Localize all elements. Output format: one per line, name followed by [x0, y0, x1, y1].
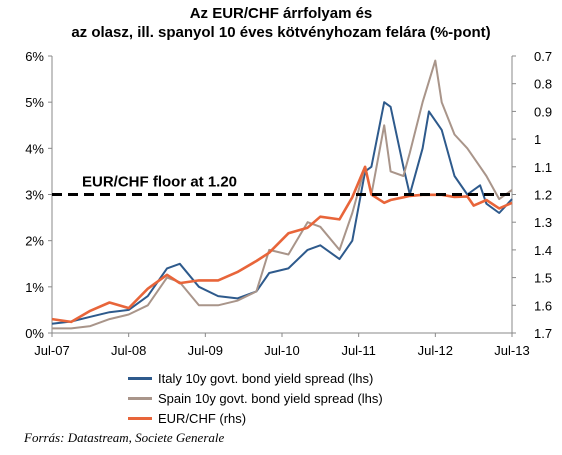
y-right-tick-label: 0.9: [534, 104, 552, 119]
y-left-tick-label: 2%: [25, 234, 44, 249]
y-right-tick-label: 1.2: [534, 188, 552, 203]
y-right-tick-label: 0.8: [534, 77, 552, 92]
floor-annotation-label: EUR/CHF floor at 1.20: [82, 174, 237, 191]
x-tick-label: Jul-08: [111, 343, 146, 358]
source-note: Forrás: Datastream, Societe Generale: [24, 430, 225, 445]
series-line-italy: [51, 101, 513, 325]
x-tick-label: Jul-12: [418, 343, 453, 358]
y-left-tick-label: 6%: [25, 49, 44, 64]
x-tick-label: Jul-10: [264, 343, 299, 358]
y-right-tick-label: 1: [534, 132, 541, 147]
x-tick-label: Jul-09: [188, 343, 223, 358]
legend-label-spain: Spain 10y govt. bond yield spread (lhs): [158, 390, 383, 406]
x-tick-label: Jul-11: [341, 343, 375, 358]
y-right-tick-label: 0.7: [534, 49, 552, 64]
chart-title-line2: az olasz, ill. spanyol 10 éves kötvényho…: [71, 24, 491, 41]
chart-title-line1: Az EUR/CHF árrfolyam és: [189, 5, 373, 22]
x-tick-label: Jul-13: [494, 343, 529, 358]
x-tick-label: Jul-07: [34, 343, 69, 358]
y-right-tick-label: 1.4: [534, 243, 552, 258]
y-right-tick-label: 1.6: [534, 298, 552, 313]
y-left-tick-label: 3%: [25, 188, 44, 203]
series-line-spain: [52, 59, 513, 330]
y-left-tick-label: 0%: [25, 326, 44, 341]
legend-item-eurchf: EUR/CHF (rhs): [128, 408, 383, 428]
legend-label-italy: Italy 10y govt. bond yield spread (lhs): [158, 370, 374, 386]
legend-label-eurchf: EUR/CHF (rhs): [158, 410, 247, 426]
legend-swatch-spain: [128, 396, 152, 400]
chart-legend: Italy 10y govt. bond yield spread (lhs) …: [128, 368, 383, 428]
legend-swatch-eurchf: [128, 416, 152, 420]
legend-item-spain: Spain 10y govt. bond yield spread (lhs): [128, 388, 383, 408]
y-left-tick-label: 5%: [25, 95, 44, 110]
legend-swatch-italy: [128, 376, 152, 380]
y-right-tick-label: 1.5: [534, 271, 552, 286]
y-left-tick-label: 1%: [25, 280, 44, 295]
y-right-tick-label: 1.3: [534, 215, 552, 230]
legend-item-italy: Italy 10y govt. bond yield spread (lhs): [128, 368, 383, 388]
series-line-eurchf: [51, 165, 513, 324]
chart-title: Az EUR/CHF árrfolyam és az olasz, ill. s…: [0, 4, 562, 42]
y-left-tick-label: 4%: [25, 141, 44, 156]
y-right-tick-label: 1.1: [534, 160, 552, 175]
y-right-tick-label: 1.7: [534, 326, 552, 341]
